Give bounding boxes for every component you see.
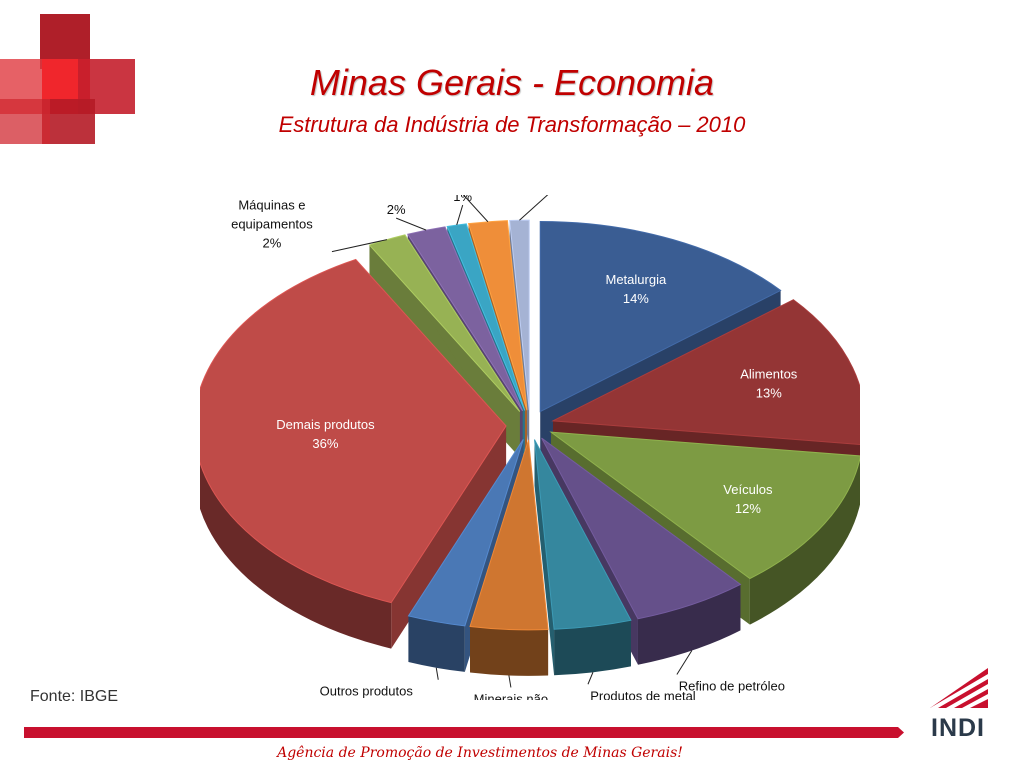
slice-produtos-de-metal-side [554, 620, 631, 676]
slice-demais-produtos-wall [391, 425, 507, 649]
slice-veiculos [549, 431, 860, 580]
label-refino-de-petroleo-leader [676, 650, 693, 675]
slice-fumo [509, 219, 530, 411]
slice-textil [446, 223, 526, 411]
slice-demais-produtos-side [200, 462, 392, 649]
slice-produtos-de-metal [533, 439, 632, 630]
label-bebidas-name: Bebidas [373, 195, 420, 198]
indi-logo-text: INDI [931, 714, 985, 742]
footer-bar [24, 727, 904, 738]
footer-agency-text: Agência de Promoção de Investimentos de … [277, 745, 683, 761]
label-demais-produtos-value: 36% [312, 436, 338, 451]
pie-chart: Metalurgia 14% Alimentos 13% Veículos 12% Refi… [200, 195, 860, 700]
label-refino-de-petroleo-value: 6% [722, 698, 741, 700]
label-textil-leader [456, 204, 464, 226]
label-bebidas-value: 2% [387, 202, 406, 217]
page-title: Minas Gerais - Economia [309, 62, 715, 103]
label-veiculos-value: 12% [735, 501, 761, 516]
slice-metalurgia [539, 221, 782, 413]
label-fumo-leader [519, 195, 549, 221]
slice-produtos-de-metal-wall [534, 439, 555, 676]
label-celulose-e-papel-leader [462, 195, 489, 223]
label-maquinas-e-equipamentos-name: Máquinas e [238, 198, 305, 213]
slice-veiculos-side [749, 458, 860, 625]
label-maquinas-e-equipamentos-name: equipamentos [231, 217, 313, 232]
page-subtitle: Estrutura da Indústria de Transformação … [278, 112, 746, 137]
label-metalurgia-value: 14% [623, 291, 649, 306]
slice-minerais-nao-metalicos [469, 439, 549, 631]
pie-labels: Metalurgia 14% Alimentos 13% Veículos 12% Refi… [231, 195, 798, 700]
label-veiculos-name: Veículos [723, 482, 773, 497]
label-bebidas-leader [395, 217, 427, 231]
slice-alimentos [551, 299, 860, 445]
indi-logo-mark [930, 668, 988, 708]
label-produtos-de-metal-leader [587, 672, 594, 685]
label-maquinas-e-equipamentos-leader [331, 239, 388, 253]
label-minerais-nao-metalicos-name: Minerais não [474, 691, 548, 700]
source-note: Fonte: IBGE [30, 688, 119, 705]
label-alimentos-value: 13% [756, 386, 782, 401]
label-outros-produtos-quimicos-leader [435, 667, 439, 680]
slice-minerais-nao-metalicos-side [470, 626, 549, 676]
label-maquinas-e-equipamentos-value: 2% [263, 236, 282, 251]
label-textil-value: 1% [453, 195, 472, 204]
pie-tops [200, 219, 860, 631]
slice-demais-produtos [200, 258, 507, 604]
label-produtos-de-metal-name: Produtos de metal [590, 688, 696, 700]
slice-outros-produtos-quimicos [407, 439, 524, 627]
label-refino-de-petroleo-name: Refino de petróleo [679, 679, 785, 694]
slice-outros-produtos-quimicos-side [408, 615, 465, 672]
logo-cross-mark [0, 14, 135, 144]
label-metalurgia-name: Metalurgia [606, 272, 667, 287]
label-outros-produtos-quimicos-name: Outros produtos [320, 684, 414, 699]
label-demais-produtos-name: Demais produtos [276, 417, 375, 432]
label-minerais-nao-metalicos-leader [508, 675, 512, 688]
slice-refino-de-petroleo-side [637, 584, 741, 665]
slice-refino-de-petroleo [541, 437, 742, 620]
label-alimentos-name: Alimentos [740, 367, 798, 382]
indi-logo: INDI [926, 664, 990, 744]
